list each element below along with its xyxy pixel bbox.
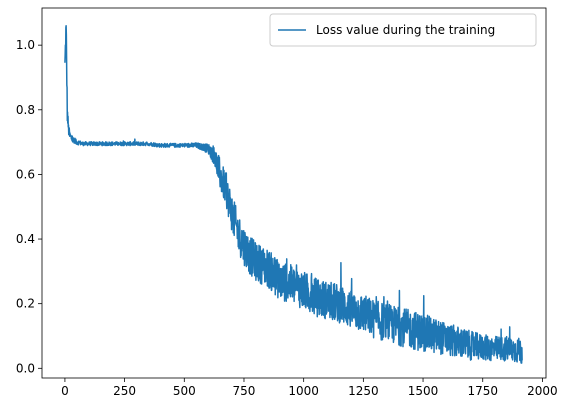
- x-tick-label: 1500: [408, 384, 439, 398]
- x-tick-label: 0: [61, 384, 69, 398]
- y-tick-label: 1.0: [16, 38, 35, 52]
- y-axis: 0.0 0.2 0.4 0.6 0.8 1.0: [16, 38, 42, 375]
- x-axis: 0 250 500 750 1000 1250 1500 1750 2000: [61, 378, 558, 398]
- y-tick-label: 0.2: [16, 297, 35, 311]
- legend: Loss value during the training: [269, 13, 537, 47]
- y-tick-label: 0.4: [16, 232, 35, 246]
- series-layer: [64, 25, 523, 364]
- y-tick-label: 0.6: [16, 167, 35, 181]
- plot-frame: [41, 7, 547, 379]
- x-tick-label: 1000: [288, 384, 319, 398]
- legend-label-loss: Loss value during the training: [316, 23, 495, 37]
- series-line-loss: [64, 25, 523, 364]
- y-tick-label: 0.0: [16, 361, 35, 375]
- x-tick-label: 250: [113, 384, 136, 398]
- legend-box: [269, 13, 537, 47]
- x-tick-label: 500: [173, 384, 196, 398]
- x-tick-label: 2000: [527, 384, 558, 398]
- x-tick-label: 1750: [467, 384, 498, 398]
- x-tick-label: 750: [233, 384, 256, 398]
- x-tick-label: 1250: [348, 384, 379, 398]
- y-tick-label: 0.8: [16, 103, 35, 117]
